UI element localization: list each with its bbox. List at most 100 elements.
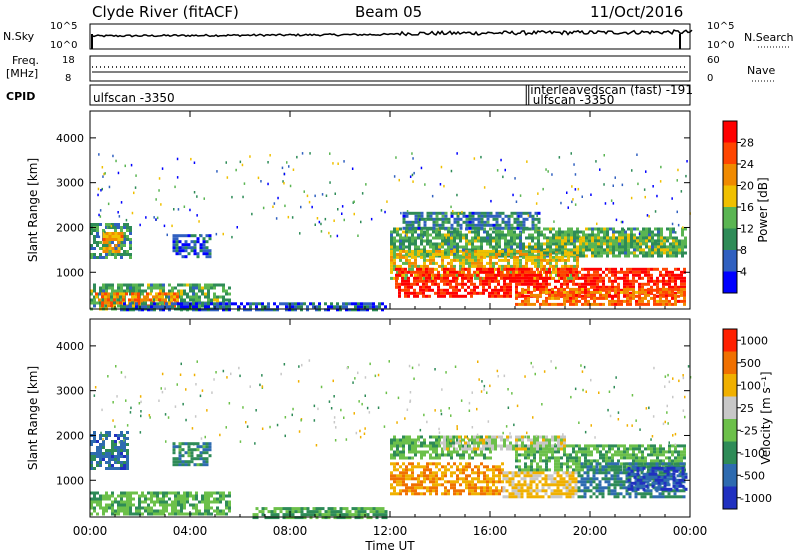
echo-cell xyxy=(459,483,462,487)
echo-cell xyxy=(642,227,645,231)
echo-cell xyxy=(300,305,303,309)
echo-cell xyxy=(549,245,552,249)
echo-cell xyxy=(638,290,641,294)
echo-cell xyxy=(423,239,426,243)
echo-cell xyxy=(135,509,138,513)
echo-cell xyxy=(498,249,501,253)
echo-cell xyxy=(150,512,153,516)
echo-cell xyxy=(138,308,141,312)
echo-cell xyxy=(471,441,474,445)
echo-cell xyxy=(183,506,186,510)
echo-cell xyxy=(488,294,491,298)
echo-cell xyxy=(596,276,599,280)
echo-cell xyxy=(395,267,398,271)
echo-cell xyxy=(468,214,472,218)
echo-cell xyxy=(456,258,459,262)
echo-cell xyxy=(471,489,474,493)
echo-cell xyxy=(441,236,444,240)
echo-cell xyxy=(599,273,602,277)
echo-cell xyxy=(407,276,410,280)
echo-cell xyxy=(408,230,411,234)
echo-cell xyxy=(561,236,564,240)
echo-cell xyxy=(529,486,533,490)
echo-cell xyxy=(405,465,408,469)
echo-cell xyxy=(438,211,442,215)
echo-cell xyxy=(190,454,194,458)
echo-cell xyxy=(414,242,417,246)
echo-cell xyxy=(432,236,435,240)
echo-cell xyxy=(117,223,120,226)
echo-cell xyxy=(426,468,429,472)
echo-cell xyxy=(153,286,156,290)
echo-cell xyxy=(144,289,147,293)
echo-cell xyxy=(402,441,405,445)
echo-cell xyxy=(363,308,366,312)
echo-cell xyxy=(93,494,96,498)
echo-cell xyxy=(526,160,528,163)
echo-cell xyxy=(515,453,518,457)
echo-cell xyxy=(215,232,218,236)
echo-cell xyxy=(396,270,399,274)
echo-cell xyxy=(390,261,393,265)
echo-cell xyxy=(584,276,587,280)
echo-cell xyxy=(111,452,114,455)
echo-cell xyxy=(508,477,512,481)
echo-cell xyxy=(609,236,612,240)
echo-cell xyxy=(396,230,399,234)
echo-cell xyxy=(447,438,450,442)
echo-cell xyxy=(196,454,200,458)
echo-cell xyxy=(111,443,114,446)
echo-cell xyxy=(531,261,534,265)
echo-cell xyxy=(568,486,572,490)
echo-cell xyxy=(456,480,459,484)
echo-cell xyxy=(495,230,498,234)
echo-cell xyxy=(467,273,470,277)
echo-cell xyxy=(393,480,396,484)
echo-cell xyxy=(464,276,467,280)
echo-cell xyxy=(524,296,527,300)
echo-cell xyxy=(488,279,491,283)
echo-cell xyxy=(621,233,624,237)
echo-cell xyxy=(405,233,408,237)
echo-cell xyxy=(495,468,498,472)
echo-cell xyxy=(473,291,476,295)
echo-cell xyxy=(99,503,102,507)
echo-cell xyxy=(459,223,463,227)
echo-cell xyxy=(333,305,336,309)
echo-cell xyxy=(124,164,126,168)
echo-cell xyxy=(474,230,477,234)
echo-cell xyxy=(441,226,445,230)
echo-cell xyxy=(398,285,401,289)
echo-cell xyxy=(683,299,686,303)
colorbar-segment xyxy=(723,164,737,186)
echo-cell xyxy=(122,292,125,296)
echo-cell xyxy=(395,285,398,289)
echo-cell xyxy=(405,468,408,472)
echo-cell xyxy=(318,305,321,309)
echo-cell xyxy=(336,302,339,306)
echo-cell xyxy=(390,477,393,481)
echo-cell xyxy=(515,267,518,271)
echo-cell xyxy=(423,486,426,490)
echo-cell xyxy=(99,500,102,504)
echo-cell xyxy=(414,444,417,448)
echo-cell xyxy=(113,304,116,308)
echo-cell xyxy=(105,455,108,458)
echo-cell xyxy=(551,290,554,294)
echo-cell xyxy=(545,462,548,466)
echo-cell xyxy=(675,236,678,240)
echo-cell xyxy=(453,471,456,475)
echo-cell xyxy=(420,242,423,246)
echo-cell xyxy=(147,283,150,287)
echo-cell xyxy=(400,211,402,215)
echo-cell xyxy=(669,251,672,255)
echo-cell xyxy=(411,441,414,445)
echo-cell xyxy=(588,242,591,246)
echo-cell xyxy=(399,236,402,240)
echo-cell xyxy=(93,437,96,440)
echo-cell xyxy=(551,287,554,291)
echo-cell xyxy=(190,157,192,161)
echo-cell xyxy=(555,239,558,243)
echo-cell xyxy=(414,230,417,234)
echo-cell xyxy=(135,283,138,287)
